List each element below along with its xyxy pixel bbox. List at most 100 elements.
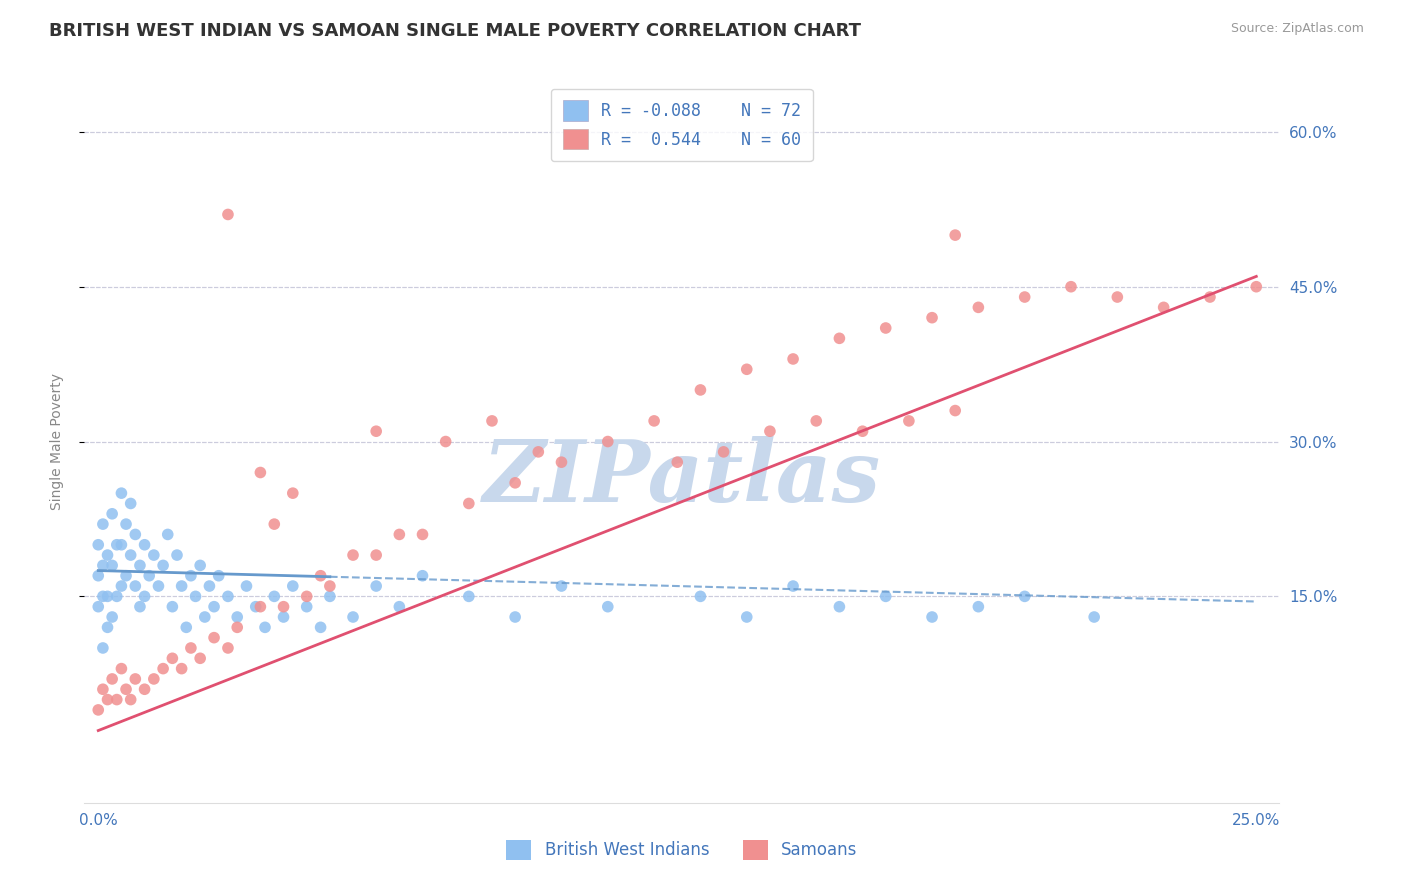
Point xyxy=(643,414,665,428)
Point xyxy=(180,568,202,582)
Point xyxy=(550,455,572,469)
Point xyxy=(245,599,267,614)
Point xyxy=(148,579,170,593)
Point xyxy=(124,672,146,686)
Point xyxy=(91,590,114,604)
Point xyxy=(188,558,211,573)
Point xyxy=(217,640,239,655)
Point xyxy=(96,590,118,604)
Point xyxy=(180,640,202,655)
Point xyxy=(96,548,118,562)
Point xyxy=(152,558,174,573)
Point xyxy=(202,599,225,614)
Point xyxy=(309,568,332,582)
Point xyxy=(217,207,239,221)
Point xyxy=(124,579,146,593)
Point xyxy=(943,228,966,243)
Point xyxy=(253,620,276,634)
Point xyxy=(782,579,804,593)
Point xyxy=(217,590,239,604)
Point xyxy=(851,424,873,438)
Point xyxy=(101,672,124,686)
Point xyxy=(87,538,110,552)
Y-axis label: Single Male Poverty: Single Male Poverty xyxy=(49,373,63,510)
Point xyxy=(295,599,318,614)
Point xyxy=(115,517,138,532)
Point xyxy=(735,610,758,624)
Point xyxy=(434,434,457,449)
Point xyxy=(342,548,364,562)
Point xyxy=(943,403,966,417)
Point xyxy=(235,579,257,593)
Point xyxy=(828,599,851,614)
Point xyxy=(101,610,124,624)
Point xyxy=(1107,290,1129,304)
Point xyxy=(967,301,990,315)
Point xyxy=(129,599,152,614)
Point xyxy=(457,590,479,604)
Point xyxy=(366,579,388,593)
Point xyxy=(503,475,526,490)
Point xyxy=(388,527,411,541)
Point xyxy=(91,640,114,655)
Point xyxy=(166,548,188,562)
Point xyxy=(120,548,142,562)
Point xyxy=(194,610,217,624)
Point xyxy=(897,414,920,428)
Point xyxy=(120,496,142,510)
Point xyxy=(162,651,184,665)
Point xyxy=(319,579,342,593)
Point xyxy=(319,590,342,604)
Point xyxy=(596,599,619,614)
Point xyxy=(921,610,943,624)
Point xyxy=(120,692,142,706)
Point xyxy=(689,590,711,604)
Point xyxy=(115,682,138,697)
Legend: British West Indians, Samoans: British West Indians, Samoans xyxy=(499,833,865,867)
Point xyxy=(110,662,132,676)
Point xyxy=(875,321,897,335)
Point xyxy=(503,610,526,624)
Point xyxy=(87,568,110,582)
Point xyxy=(1014,590,1036,604)
Point xyxy=(273,599,295,614)
Point xyxy=(782,351,804,366)
Point xyxy=(87,599,110,614)
Point xyxy=(134,590,156,604)
Point xyxy=(527,445,550,459)
Point xyxy=(249,599,271,614)
Point xyxy=(138,568,160,582)
Point xyxy=(828,331,851,345)
Point xyxy=(412,568,434,582)
Point xyxy=(281,579,304,593)
Point xyxy=(101,507,124,521)
Point xyxy=(226,620,249,634)
Point xyxy=(134,538,156,552)
Point xyxy=(412,527,434,541)
Point xyxy=(1083,610,1105,624)
Text: ZIPatlas: ZIPatlas xyxy=(482,436,882,519)
Point xyxy=(184,590,207,604)
Point xyxy=(1014,290,1036,304)
Point xyxy=(689,383,711,397)
Point xyxy=(226,610,249,624)
Point xyxy=(481,414,503,428)
Point xyxy=(91,558,114,573)
Point xyxy=(388,599,411,614)
Point xyxy=(202,631,225,645)
Point xyxy=(105,538,128,552)
Point xyxy=(457,496,479,510)
Point xyxy=(309,620,332,634)
Point xyxy=(263,590,285,604)
Point xyxy=(208,568,231,582)
Text: Source: ZipAtlas.com: Source: ZipAtlas.com xyxy=(1230,22,1364,36)
Point xyxy=(1153,301,1175,315)
Point xyxy=(713,445,735,459)
Point xyxy=(129,558,152,573)
Point xyxy=(134,682,156,697)
Point xyxy=(110,538,132,552)
Point xyxy=(162,599,184,614)
Point xyxy=(96,620,118,634)
Point xyxy=(806,414,828,428)
Point xyxy=(198,579,221,593)
